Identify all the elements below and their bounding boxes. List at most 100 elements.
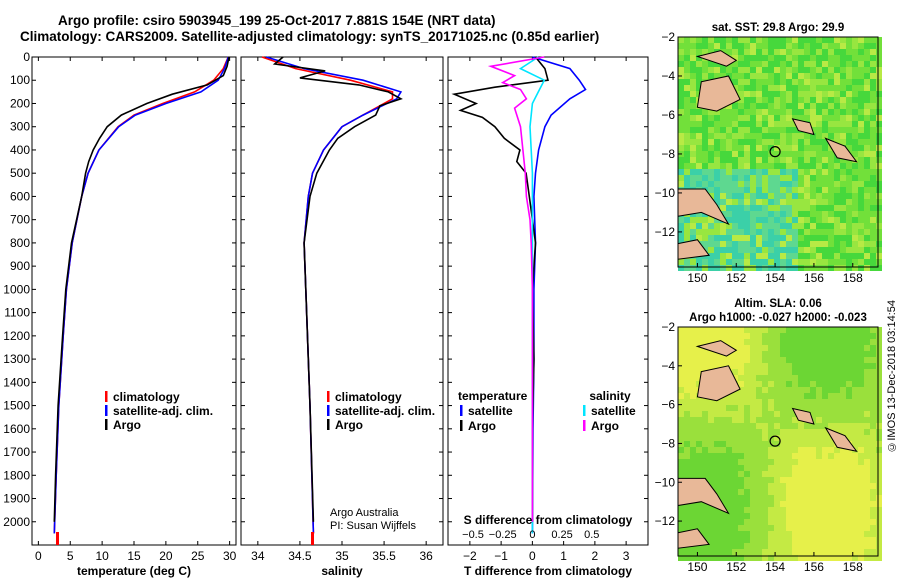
y-tick-label: 100 xyxy=(10,73,30,87)
map-x-tick-label: 158 xyxy=(843,271,863,285)
x-tick-label: 1 xyxy=(560,549,567,563)
legend-label: Argo xyxy=(335,418,363,432)
x-tick-label: 25 xyxy=(191,549,205,563)
map-frame xyxy=(677,326,879,557)
bottom-marker-salinity xyxy=(311,532,314,545)
map-map-sla xyxy=(677,327,882,561)
map-y-tick-label: −12 xyxy=(655,514,676,528)
map-y-tick-label: −2 xyxy=(661,30,675,44)
map-x-tick-label: 154 xyxy=(765,271,785,285)
x-tick-label: 2 xyxy=(592,549,599,563)
map-x-tick-label: 156 xyxy=(804,560,824,574)
map-x-tick-label: 152 xyxy=(726,271,746,285)
x-tick-label: 15 xyxy=(127,549,141,563)
map-subtitle: Argo h1000: -0.027 h2000: -0.023 xyxy=(689,312,867,324)
map-y-tick-label: −2 xyxy=(661,320,675,334)
legend-swatch xyxy=(105,419,108,430)
y-tick-label: 1400 xyxy=(3,375,30,389)
legend-title-temperature: temperature xyxy=(458,389,528,403)
map-x-tick-label: 150 xyxy=(687,560,707,574)
legend-swatch xyxy=(583,405,586,416)
x-tick-label-salinity: −0.5 xyxy=(462,529,484,541)
map-x-tick-label: 158 xyxy=(843,560,863,574)
map-y-tick-label: −10 xyxy=(655,475,676,489)
legend-label: Argo xyxy=(468,419,496,433)
map-y-tick-label: −8 xyxy=(661,436,675,450)
legend-label: satellite-adj. clim. xyxy=(113,404,213,418)
x-tick-label: 0 xyxy=(35,549,42,563)
map-y-tick-label: −6 xyxy=(661,108,675,122)
y-tick-label: 2000 xyxy=(3,515,30,529)
y-tick-label: 900 xyxy=(10,259,30,273)
y-tick-label: 1500 xyxy=(3,399,30,413)
map-y-tick-label: −8 xyxy=(661,147,675,161)
series-line-argo xyxy=(53,56,230,522)
x-tick-label: 35 xyxy=(335,549,349,563)
map-x-tick-label: 154 xyxy=(765,560,785,574)
y-tick-label: 1600 xyxy=(3,422,30,436)
x-axis-label-salinity-diff: S difference from climatology xyxy=(464,513,633,527)
legend-label: Argo xyxy=(113,418,141,432)
map-title: Altim. SLA: 0.06 xyxy=(734,298,822,310)
x-tick-label: 3 xyxy=(623,549,630,563)
y-tick-label: 1700 xyxy=(3,445,30,459)
bottom-marker-temperature xyxy=(56,532,59,545)
legend-title-salinity: salinity xyxy=(589,389,631,403)
y-tick-label: 1900 xyxy=(3,492,30,506)
map-map-sst xyxy=(677,37,882,271)
figure-title-line1: Argo profile: csiro 5903945_199 25-Oct-2… xyxy=(58,13,496,28)
plot-frame-salinity xyxy=(240,56,444,546)
legend-label: Argo xyxy=(591,419,619,433)
map-y-tick-label: −12 xyxy=(655,225,676,239)
legend-label: climatology xyxy=(113,390,180,404)
x-axis-label-difference: T difference from climatology xyxy=(464,564,632,578)
profile-location-marker xyxy=(769,146,781,158)
x-tick-label: 34.5 xyxy=(288,549,312,563)
x-tick-label-salinity: 0 xyxy=(529,529,535,541)
legend-swatch xyxy=(327,405,330,416)
x-tick-label: 5 xyxy=(67,549,74,563)
x-tick-label: 30 xyxy=(223,549,237,563)
series-line-salinity-argo xyxy=(487,56,545,522)
y-tick-label: 1300 xyxy=(3,352,30,366)
x-tick-label: 34 xyxy=(251,549,265,563)
y-tick-label: 700 xyxy=(10,213,30,227)
x-tick-label-salinity: 0.25 xyxy=(551,529,572,541)
map-frame xyxy=(677,36,879,268)
annotation-text: Argo Australia xyxy=(330,507,399,519)
legend-swatch xyxy=(460,405,463,416)
legend-swatch xyxy=(327,419,330,430)
x-axis-label-temperature: temperature (deg C) xyxy=(77,564,191,578)
plot-frame-difference xyxy=(447,56,649,546)
map-y-tick-label: −4 xyxy=(661,359,675,373)
y-tick-label: 800 xyxy=(10,236,30,250)
map-y-tick-label: −6 xyxy=(661,398,675,412)
figure-title-line2: Climatology: CARS2009. Satellite-adjuste… xyxy=(20,29,600,44)
y-tick-label: 1000 xyxy=(3,282,30,296)
map-x-tick-label: 152 xyxy=(726,560,746,574)
legend-label: satellite-adj. clim. xyxy=(335,404,435,418)
x-tick-label: 10 xyxy=(95,549,109,563)
x-tick-label: 35.5 xyxy=(372,549,396,563)
y-tick-label: 1100 xyxy=(4,306,30,320)
x-tick-label: −2 xyxy=(463,549,477,563)
legend-swatch xyxy=(583,420,586,431)
map-title: sat. SST: 29.8 Argo: 29.9 xyxy=(712,22,845,34)
y-tick-label: 300 xyxy=(10,120,30,134)
x-tick-label: 36 xyxy=(419,549,433,563)
x-tick-label-salinity: 0.5 xyxy=(584,529,599,541)
x-tick-label: −1 xyxy=(494,549,508,563)
y-tick-label: 500 xyxy=(10,166,30,180)
x-axis-label-salinity: salinity xyxy=(321,564,363,578)
legend-label: climatology xyxy=(335,390,402,404)
legend-label: satellite xyxy=(468,404,513,418)
y-tick-label: 1200 xyxy=(3,329,30,343)
map-y-tick-label: −10 xyxy=(655,186,676,200)
profile-location-marker xyxy=(769,435,781,447)
legend-swatch xyxy=(105,391,108,402)
x-tick-label: 0 xyxy=(529,549,536,563)
legend-swatch xyxy=(105,405,108,416)
map-x-tick-label: 150 xyxy=(687,271,707,285)
x-tick-label-salinity: −0.25 xyxy=(489,529,517,541)
